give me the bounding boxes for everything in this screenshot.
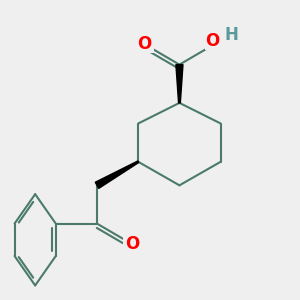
Text: O: O [205,32,219,50]
FancyBboxPatch shape [134,35,154,53]
Polygon shape [95,161,139,188]
FancyBboxPatch shape [205,32,224,50]
Text: H: H [224,26,238,44]
Polygon shape [176,64,183,103]
Text: O: O [125,235,140,253]
FancyBboxPatch shape [123,236,142,253]
Text: O: O [137,35,151,53]
